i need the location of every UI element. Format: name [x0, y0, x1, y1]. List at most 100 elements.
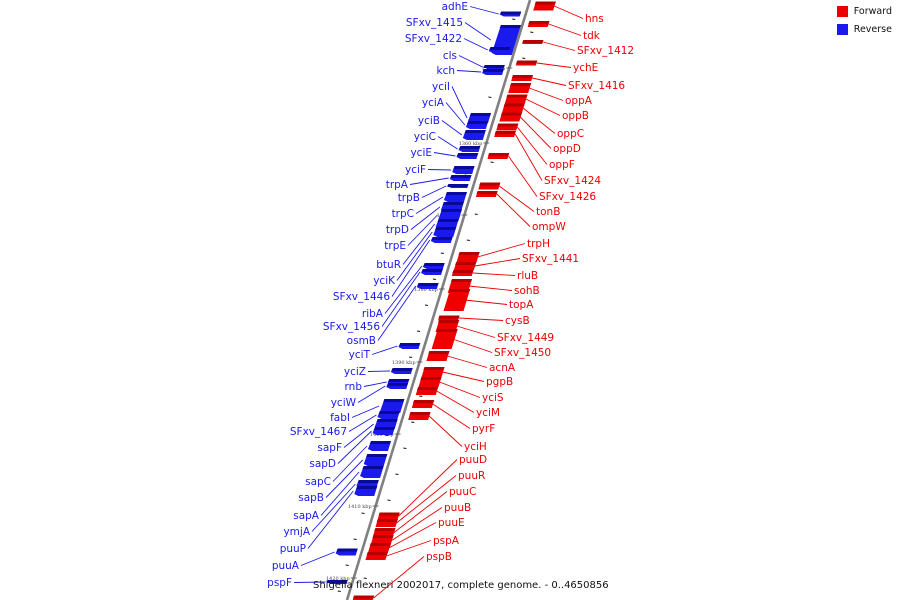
forward-gene[interactable] [426, 351, 450, 361]
forward-gene[interactable] [451, 270, 474, 276]
reverse-gene[interactable] [447, 184, 469, 188]
reverse-gene[interactable] [374, 419, 398, 429]
forward-gene[interactable] [522, 40, 544, 44]
forward-gene[interactable] [508, 83, 532, 93]
feature-marker [411, 421, 415, 423]
forward-gene-leader [442, 371, 485, 382]
forward-gene-label: puuB [444, 502, 471, 514]
forward-gene[interactable] [411, 400, 435, 408]
forward-gene[interactable] [475, 191, 498, 197]
reverse-gene-leader [377, 285, 417, 341]
reverse-gene[interactable] [488, 47, 511, 53]
reverse-gene-label: trpD [386, 224, 409, 236]
reverse-gene[interactable] [438, 209, 463, 221]
forward-gene[interactable] [496, 123, 519, 131]
reverse-gene-leader [307, 490, 354, 549]
forward-gene-leader [373, 556, 425, 599]
forward-gene[interactable] [456, 252, 480, 262]
reverse-gene-label: sapF [317, 442, 342, 454]
forward-gene[interactable] [431, 329, 458, 349]
forward-gene[interactable] [352, 595, 375, 600]
forward-gene[interactable] [487, 153, 510, 159]
reverse-gene[interactable] [499, 11, 522, 17]
forward-gene-leader [464, 299, 508, 305]
forward-gene-leader [519, 116, 552, 149]
reverse-gene[interactable] [372, 427, 395, 435]
forward-gene[interactable] [478, 182, 501, 190]
forward-gene[interactable] [421, 367, 445, 377]
forward-gene-leader [536, 62, 572, 68]
reverse-gene-label: yciW [331, 397, 357, 409]
forward-gene-leader [398, 459, 458, 517]
reverse-gene[interactable] [483, 65, 505, 69]
forward-gene[interactable] [438, 315, 460, 321]
reverse-gene[interactable] [335, 548, 358, 556]
reverse-gene-label: yciE [410, 147, 432, 159]
reverse-gene[interactable] [465, 121, 489, 129]
reverse-gene[interactable] [380, 399, 405, 413]
legend-item-forward: Forward [836, 4, 892, 18]
forward-gene[interactable] [418, 377, 442, 387]
forward-gene[interactable] [511, 75, 534, 81]
forward-gene[interactable] [443, 289, 471, 311]
reverse-gene[interactable] [456, 153, 479, 159]
forward-gene-leader [447, 355, 488, 368]
reverse-gene-leader [456, 70, 482, 73]
reverse-gene[interactable] [435, 219, 459, 229]
reverse-gene-leader [391, 239, 431, 297]
reverse-gene-leader [396, 231, 433, 281]
forward-gene[interactable] [533, 1, 556, 11]
reverse-gene[interactable] [416, 283, 439, 289]
reverse-gene[interactable] [462, 130, 486, 140]
reverse-gene-label: trpB [398, 192, 420, 204]
reverse-gene[interactable] [422, 263, 445, 269]
feature-marker [424, 304, 429, 306]
reverse-gene[interactable] [377, 411, 400, 419]
reverse-gene[interactable] [398, 343, 421, 349]
forward-gene[interactable] [499, 112, 523, 122]
forward-gene[interactable] [453, 262, 477, 270]
reverse-gene[interactable] [360, 466, 384, 478]
forward-gene[interactable] [415, 387, 439, 395]
forward-gene-label: oppA [565, 95, 593, 107]
reverse-gene[interactable] [468, 113, 492, 123]
forward-gene[interactable] [502, 103, 525, 113]
reverse-gene[interactable] [354, 486, 378, 496]
reverse-gene[interactable] [367, 441, 392, 451]
reverse-gene-leader [325, 459, 364, 498]
forward-gene-label: tonB [536, 206, 560, 218]
forward-gene-label: SFxv_1412 [577, 45, 634, 57]
reverse-gene[interactable] [386, 383, 409, 389]
forward-gene-leader [432, 403, 471, 429]
reverse-gene[interactable] [433, 227, 457, 237]
forward-gene[interactable] [515, 60, 538, 66]
forward-gene[interactable] [375, 519, 398, 527]
reverse-gene[interactable] [421, 269, 443, 275]
feature-marker [530, 31, 534, 33]
reverse-gene[interactable] [326, 580, 348, 584]
reverse-gene-leader [332, 445, 368, 482]
forward-gene[interactable] [494, 131, 516, 137]
feature-marker [353, 538, 357, 540]
forward-gene-label: oppC [557, 128, 584, 140]
reverse-gene[interactable] [458, 146, 481, 152]
forward-gene-label: SFxv_1449 [497, 332, 554, 344]
reverse-gene[interactable] [363, 454, 388, 466]
forward-gene[interactable] [367, 543, 391, 553]
reverse-gene[interactable] [443, 192, 467, 202]
reverse-gene[interactable] [482, 69, 504, 75]
forward-gene[interactable] [504, 94, 528, 104]
scale-tick-label: 1420 kbp [326, 576, 350, 582]
forward-gene-label: cysB [505, 315, 530, 327]
reverse-gene-label: SFxv_1422 [405, 33, 462, 45]
forward-gene[interactable] [527, 21, 550, 27]
forward-gene[interactable] [365, 552, 388, 560]
reverse-gene[interactable] [449, 175, 472, 181]
reverse-gene-label: SFxv_1415 [406, 17, 463, 29]
reverse-gene[interactable] [390, 368, 413, 374]
forward-gene[interactable] [408, 412, 431, 420]
reverse-gene[interactable] [452, 166, 475, 174]
forward-gene[interactable] [377, 512, 400, 520]
reverse-gene[interactable] [430, 237, 453, 243]
forward-gene-label: ychE [573, 62, 598, 74]
